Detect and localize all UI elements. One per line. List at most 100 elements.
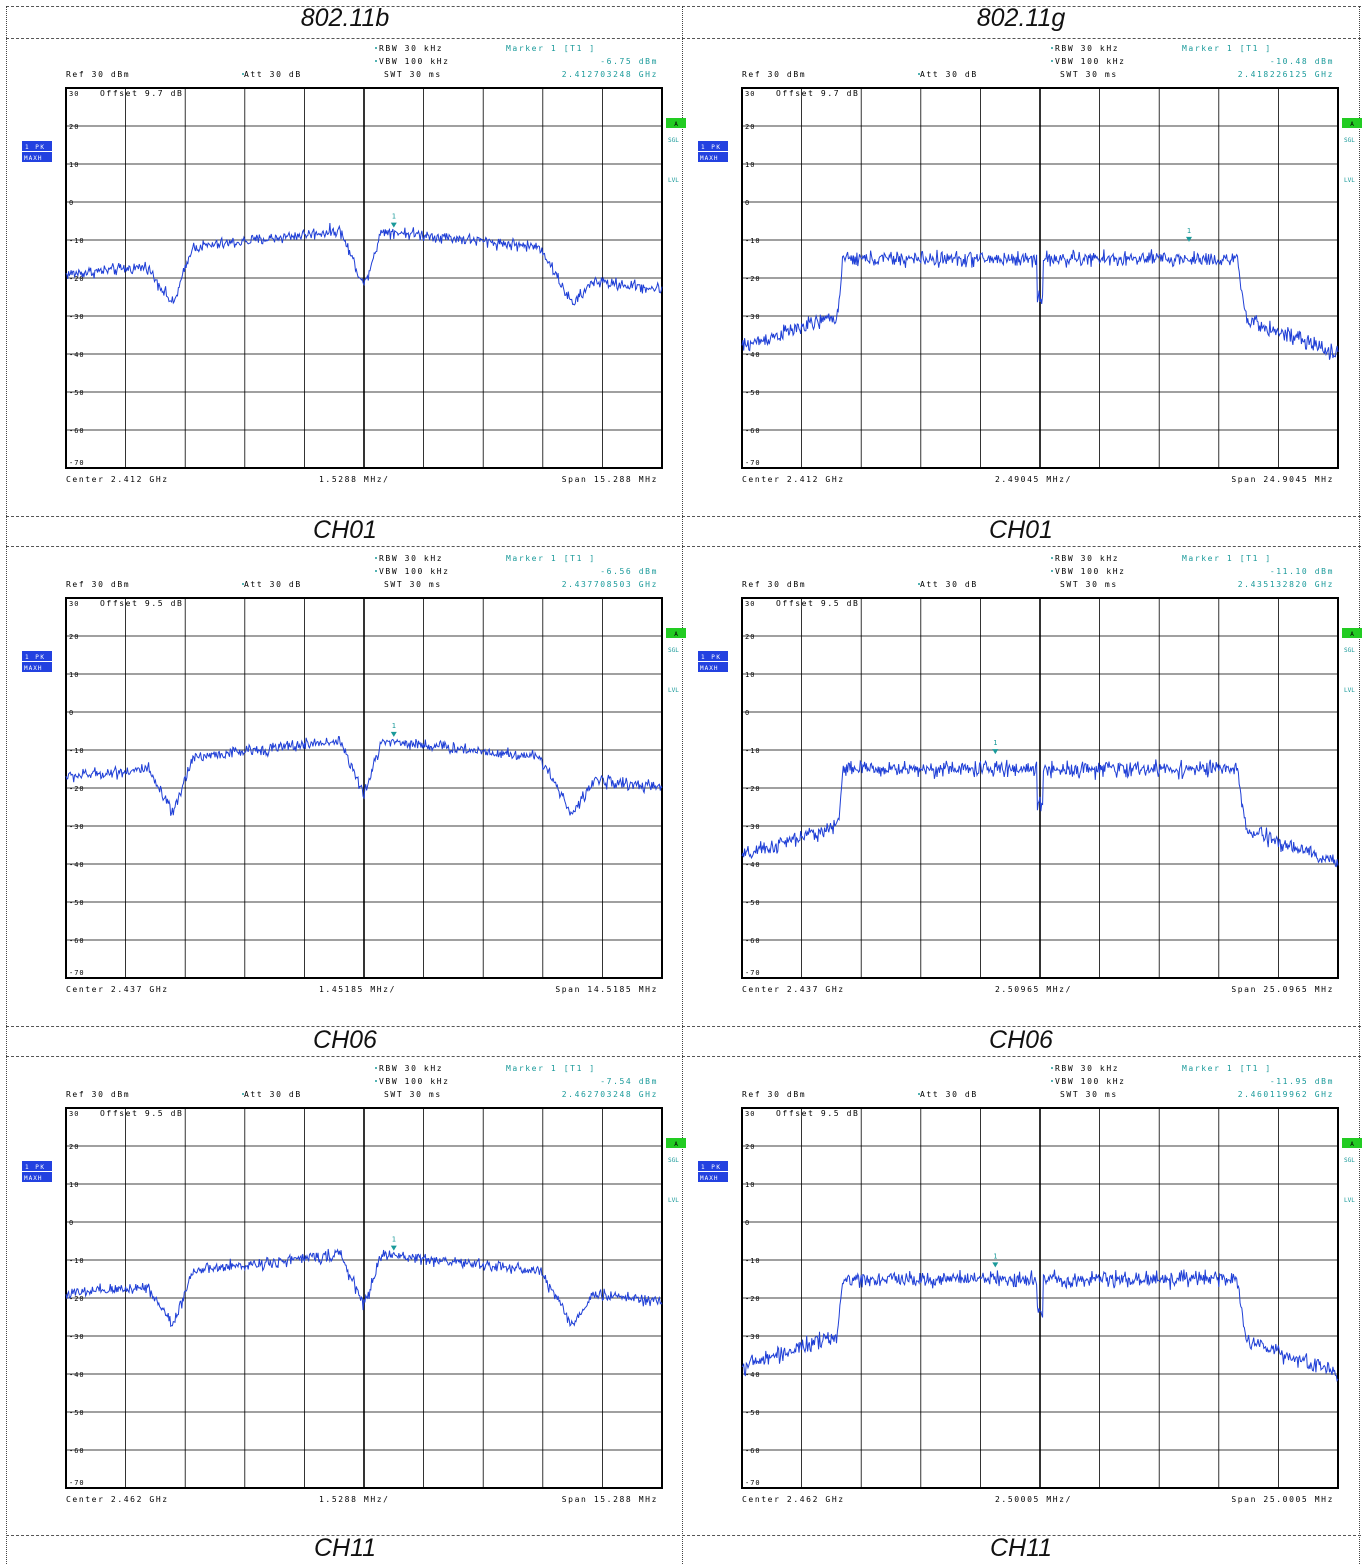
spectrum-svg: RBW 30 kHz VBW 100 kHz SWT 30 ms Ref 30 dBm… bbox=[22, 1064, 686, 1504]
vbw-label: VBW 100 kHz bbox=[379, 1077, 450, 1086]
trace-badge-bg bbox=[22, 651, 52, 661]
y-tick-label: -40 bbox=[745, 1371, 761, 1379]
y-tick-label: 20 bbox=[745, 123, 755, 131]
y-tick-label: 20 bbox=[69, 633, 79, 641]
spectrum-trace bbox=[65, 736, 663, 816]
y-tick-label: 10 bbox=[69, 161, 79, 169]
rbw-label: RBW 30 kHz bbox=[379, 1064, 443, 1073]
swt-label: SWT 30 ms bbox=[384, 70, 442, 79]
sgl-label: SGL bbox=[668, 1157, 679, 1164]
y-tick-label: -20 bbox=[745, 1295, 761, 1303]
swt-label: SWT 30 ms bbox=[1060, 70, 1118, 79]
marker-frequency-readout: 2.460119962 GHz bbox=[1238, 1090, 1334, 1099]
trace-badge-bg bbox=[698, 1161, 728, 1171]
y-tick-label: -50 bbox=[745, 389, 761, 397]
spectrum-panel-g-ch06: RBW 30 kHz VBW 100 kHz SWT 30 ms Ref 30 dBm… bbox=[690, 552, 1366, 1022]
y-tick-label: -40 bbox=[69, 861, 85, 869]
trace-badge-bg bbox=[698, 141, 728, 151]
header-dot-1 bbox=[375, 60, 377, 62]
header-dot-1 bbox=[375, 1080, 377, 1082]
y-tick-label: -40 bbox=[745, 861, 761, 869]
header-dot-2 bbox=[242, 1093, 244, 1095]
marker-1-triangle bbox=[390, 731, 397, 737]
y-tick-label: 0 bbox=[69, 1219, 74, 1227]
span-label: Span 14.5185 MHz bbox=[555, 985, 658, 994]
detector-badge-bg bbox=[22, 152, 52, 162]
y-tick-label: -20 bbox=[69, 785, 85, 793]
offset-label: Offset 9.5 dB bbox=[776, 599, 859, 608]
vbw-label: VBW 100 kHz bbox=[1055, 1077, 1126, 1086]
spectrum-svg: RBW 30 kHz VBW 100 kHz SWT 30 ms Ref 30 dBm… bbox=[22, 44, 686, 484]
marker-level-readout: -11.10 dBm bbox=[1270, 567, 1334, 576]
detector-badge-line2: MAXH bbox=[24, 155, 42, 162]
marker-1-label: 1 bbox=[993, 1252, 997, 1260]
marker-level-readout: -6.56 dBm bbox=[600, 567, 658, 576]
y-tick-label: 30 bbox=[69, 600, 79, 608]
detector-badge-line2: MAXH bbox=[24, 1175, 42, 1182]
detector-badge-line2: MAXH bbox=[700, 1175, 718, 1182]
sgl-label: SGL bbox=[1344, 137, 1355, 144]
column-title-802-11g: 802.11g bbox=[976, 4, 1066, 32]
y-tick-label: -70 bbox=[69, 969, 85, 977]
detector-badge-line2: MAXH bbox=[700, 155, 718, 162]
status-badge-green bbox=[1342, 118, 1362, 128]
swt-label: SWT 30 ms bbox=[384, 580, 442, 589]
y-tick-label: -50 bbox=[745, 899, 761, 907]
marker-title-label: Marker 1 [T1 ] bbox=[1182, 554, 1272, 563]
offset-label: Offset 9.5 dB bbox=[100, 1109, 183, 1118]
header-dot-2 bbox=[918, 583, 920, 585]
trace-badge-line1: 1 PK bbox=[25, 1164, 45, 1171]
ref-level-label: Ref 30 dBm bbox=[66, 70, 130, 79]
detector-badge-bg bbox=[698, 152, 728, 162]
marker-title-label: Marker 1 [T1 ] bbox=[1182, 1064, 1272, 1073]
marker-level-readout: -10.48 dBm bbox=[1270, 57, 1334, 66]
marker-title-label: Marker 1 [T1 ] bbox=[1182, 44, 1272, 53]
center-frequency-label: Center 2.462 GHz bbox=[66, 1495, 169, 1504]
spectrum-svg: RBW 30 kHz VBW 100 kHz SWT 30 ms Ref 30 dBm… bbox=[698, 554, 1362, 994]
ref-level-label: Ref 30 dBm bbox=[66, 580, 130, 589]
y-tick-label: 20 bbox=[69, 1143, 79, 1151]
marker-1-triangle bbox=[390, 1245, 397, 1251]
y-tick-label: -30 bbox=[69, 313, 85, 321]
spectrum-svg: RBW 30 kHz VBW 100 kHz SWT 30 ms Ref 30 dBm… bbox=[22, 554, 686, 994]
y-tick-label: 20 bbox=[745, 1143, 755, 1151]
offset-label: Offset 9.7 dB bbox=[776, 89, 859, 98]
y-tick-label: -40 bbox=[69, 351, 85, 359]
center-frequency-label: Center 2.437 GHz bbox=[66, 985, 169, 994]
status-badge-label: A bbox=[1350, 121, 1354, 128]
spectrum-panel-g-ch01: RBW 30 kHz VBW 100 kHz SWT 30 ms Ref 30 dBm… bbox=[690, 42, 1366, 512]
y-tick-label: -30 bbox=[745, 313, 761, 321]
header-dot-0 bbox=[1051, 557, 1053, 559]
y-tick-label: -40 bbox=[745, 351, 761, 359]
y-tick-label: 0 bbox=[69, 199, 74, 207]
y-tick-label: -20 bbox=[745, 275, 761, 283]
span-label: Span 15.288 MHz bbox=[562, 1495, 658, 1504]
trace-badge-line1: 1 PK bbox=[25, 144, 45, 151]
y-tick-label: -10 bbox=[745, 237, 761, 245]
table-border-right bbox=[1359, 6, 1360, 1564]
span-label: Span 25.0965 MHz bbox=[1231, 985, 1334, 994]
frequency-per-division-label: 2.49045 MHz/ bbox=[995, 475, 1072, 484]
spectrum-trace bbox=[741, 759, 1339, 868]
status-badge-label: A bbox=[674, 631, 678, 638]
detector-badge-bg bbox=[22, 1172, 52, 1182]
marker-level-readout: -6.75 dBm bbox=[600, 57, 658, 66]
spectrum-panel-b-ch06: RBW 30 kHz VBW 100 kHz SWT 30 ms Ref 30 dBm… bbox=[14, 552, 690, 1022]
y-tick-label: -10 bbox=[69, 1257, 85, 1265]
row-divider-2 bbox=[6, 1026, 1361, 1027]
center-frequency-label: Center 2.462 GHz bbox=[742, 1495, 845, 1504]
y-tick-label: -30 bbox=[69, 823, 85, 831]
y-tick-label: -60 bbox=[69, 427, 85, 435]
caption-g-ch06: CH06 bbox=[989, 1026, 1053, 1054]
table-border-middle bbox=[682, 6, 683, 1564]
marker-1-label: 1 bbox=[993, 739, 997, 747]
attenuation-label: Att 30 dB bbox=[920, 580, 978, 589]
rbw-label: RBW 30 kHz bbox=[1055, 1064, 1119, 1073]
y-tick-label: -20 bbox=[69, 1295, 85, 1303]
y-tick-label: -30 bbox=[745, 823, 761, 831]
detector-badge-bg bbox=[22, 662, 52, 672]
trace-badge-line1: 1 PK bbox=[25, 654, 45, 661]
attenuation-label: Att 30 dB bbox=[244, 580, 302, 589]
row-divider-1 bbox=[6, 516, 1361, 517]
lvl-label: LVL bbox=[668, 1197, 679, 1204]
